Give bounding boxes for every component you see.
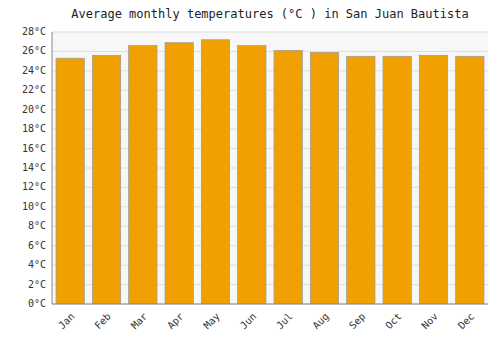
x-tick-label: May: [201, 311, 222, 332]
y-tick-label: 22°C: [22, 84, 46, 95]
y-tick-label: 20°C: [22, 104, 46, 115]
x-tick-label: Nov: [419, 311, 440, 332]
y-tick-label: 0°C: [28, 298, 46, 309]
x-tick-label: Apr: [165, 311, 186, 332]
x-tick-label: Jul: [274, 311, 295, 332]
chart: 0°C 2°C 4°C 6°C 8°C 10°C 12°C 14°C 16°C 18°C 20°C 2…: [0, 0, 500, 350]
bar: [129, 46, 157, 304]
y-tick-label: 14°C: [22, 162, 46, 173]
x-tick-label: Aug: [310, 311, 331, 332]
y-tick-label: 26°C: [22, 45, 46, 56]
x-tick-label: Mar: [129, 311, 150, 332]
x-axis: Jan Feb Mar Apr May Jun Jul Aug Sep Oct Nov Dec: [56, 311, 476, 332]
y-tick-label: 16°C: [22, 143, 46, 154]
bar: [456, 56, 484, 304]
y-tick-label: 12°C: [22, 181, 46, 192]
grid-line: [52, 304, 488, 305]
bar: [274, 50, 302, 304]
bar: [92, 55, 120, 304]
grid: [52, 32, 488, 304]
grid-line: [52, 32, 488, 33]
grid-line: [52, 51, 488, 52]
bars: [56, 40, 484, 304]
y-axis-line: [52, 32, 53, 304]
y-tick-label: 18°C: [22, 123, 46, 134]
bar: [347, 56, 375, 304]
y-tick-label: 28°C: [22, 26, 46, 37]
bar: [419, 55, 447, 304]
y-tick-label: 10°C: [22, 201, 46, 212]
y-axis: 0°C 2°C 4°C 6°C 8°C 10°C 12°C 14°C 16°C 18°C 20°C 2…: [22, 26, 46, 309]
bar: [56, 58, 84, 304]
x-tick-label: Oct: [383, 311, 404, 332]
bar: [310, 52, 338, 304]
bar: [201, 40, 229, 304]
y-tick-label: 6°C: [28, 240, 46, 251]
bar: [238, 46, 266, 304]
x-tick-label: Feb: [92, 311, 113, 332]
y-tick-label: 24°C: [22, 65, 46, 76]
x-tick-label: Jan: [56, 311, 77, 332]
y-tick-label: 2°C: [28, 279, 46, 290]
x-tick-label: Dec: [456, 311, 477, 332]
x-tick-label: Jun: [238, 311, 259, 332]
chart-container: 0°C 2°C 4°C 6°C 8°C 10°C 12°C 14°C 16°C 18°C 20°C 2…: [0, 0, 500, 350]
x-axis-line: [52, 304, 488, 305]
bar: [383, 56, 411, 304]
title: Average monthly temperatures (°C ) in Sa…: [71, 7, 468, 21]
plot-background: [52, 32, 488, 304]
bar: [165, 43, 193, 304]
y-tick-label: 4°C: [28, 259, 46, 270]
y-tick-label: 8°C: [28, 220, 46, 231]
x-tick-label: Sep: [347, 311, 368, 332]
